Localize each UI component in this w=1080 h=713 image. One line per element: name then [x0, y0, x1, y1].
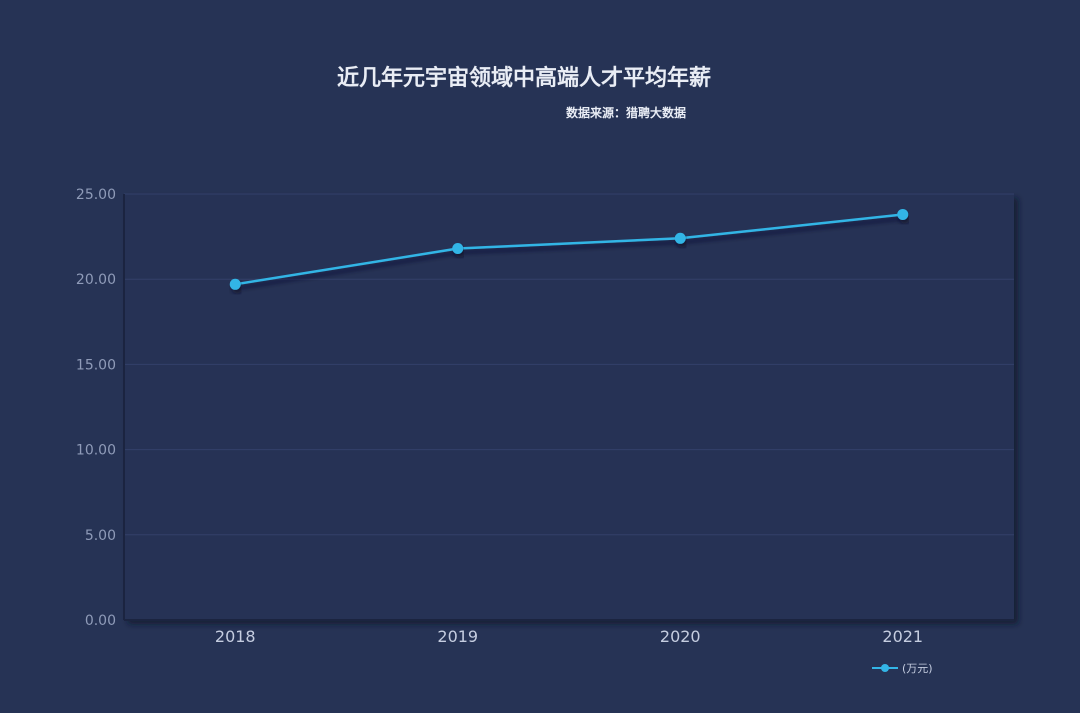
legend-line-marker-icon: [872, 663, 898, 673]
y-tick-label: 25.00: [76, 187, 116, 203]
data-point[interactable]: [452, 243, 464, 255]
y-tick-label: 10.00: [76, 443, 116, 459]
x-tick-label: 2018: [215, 627, 256, 646]
y-tick-label: 15.00: [76, 357, 116, 373]
legend[interactable]: (万元): [872, 660, 933, 676]
x-tick-label: 2021: [882, 627, 923, 646]
y-tick-label: 0.00: [85, 613, 116, 629]
plot-area: [124, 194, 1014, 620]
x-tick-label: 2019: [437, 627, 478, 646]
data-point[interactable]: [229, 278, 241, 290]
x-tick-labels: 2018 2019 2020 2021: [215, 627, 923, 646]
series-layer: [229, 208, 909, 290]
x-tick-label: 2020: [660, 627, 701, 646]
chart-subtitle: 数据来源：猎聘大数据: [566, 106, 687, 120]
chart-title: 近几年元宇宙领域中高端人才平均年薪: [336, 66, 711, 91]
y-tick-labels: 0.00 5.00 10.00 15.00 20.00 25.00: [76, 187, 116, 629]
data-point[interactable]: [674, 232, 686, 244]
series-line: [235, 213, 903, 286]
legend-label: (万元): [902, 662, 933, 675]
y-tick-label: 20.00: [76, 272, 116, 288]
data-point[interactable]: [897, 208, 909, 220]
y-tick-label: 5.00: [85, 528, 116, 544]
